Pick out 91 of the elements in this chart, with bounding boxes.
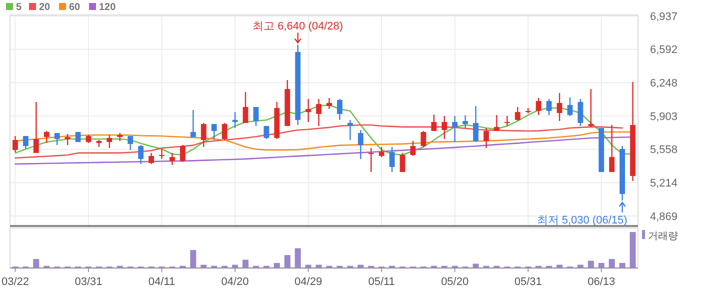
y-tick-label: 6,592 (650, 44, 678, 56)
candlestick (180, 144, 186, 163)
bar (200, 264, 207, 268)
legend-label: 거래량 (648, 231, 678, 242)
y-tick-label: 6,248 (650, 77, 678, 90)
bar (316, 264, 322, 268)
candlestick (484, 127, 489, 149)
bar (608, 259, 615, 268)
x-tick-label: 06/13 (588, 276, 616, 288)
bar (190, 250, 196, 268)
legend-label: 5 (16, 2, 22, 13)
x-tick-label: 04/11 (148, 276, 176, 288)
candlestick (420, 130, 426, 148)
legend-label: 120 (99, 2, 116, 13)
y-tick-label: 4,869 (650, 210, 678, 223)
candlestick (494, 114, 500, 132)
x-tick-label: 03/31 (74, 276, 102, 288)
candlestick (106, 134, 112, 149)
legend-label: 20 (39, 2, 51, 13)
candlestick (326, 97, 332, 110)
y-tick-label: 5,558 (650, 144, 678, 156)
candlestick (400, 152, 406, 173)
candlestick (222, 122, 228, 141)
candlestick (190, 109, 196, 138)
bar (556, 264, 562, 268)
x-tick-label: 05/31 (514, 276, 542, 288)
candlestick (546, 98, 552, 116)
candlestick (431, 114, 437, 132)
candlestick (556, 92, 562, 122)
candlestick (242, 91, 248, 124)
bar (598, 262, 604, 268)
candlestick (64, 133, 70, 146)
bar (619, 262, 626, 268)
candlestick (473, 105, 478, 143)
bar (588, 260, 594, 268)
bar (242, 260, 248, 268)
x-tick-label: 05/20 (441, 276, 469, 288)
legend-label: 60 (69, 2, 81, 13)
candlestick (23, 135, 28, 150)
candlestick (12, 135, 18, 153)
candlestick (578, 98, 584, 127)
bar (305, 264, 312, 268)
candlestick (148, 152, 154, 165)
candlestick (33, 101, 39, 154)
candlestick (514, 106, 520, 122)
candlestick (442, 115, 448, 140)
candlestick (378, 146, 384, 158)
candlestick (452, 115, 458, 143)
candlestick (347, 119, 353, 141)
candlestick (609, 124, 615, 173)
candlestick (54, 132, 60, 146)
candlestick (159, 148, 164, 160)
candlestick (44, 130, 50, 144)
bar (33, 259, 40, 268)
candlestick (128, 135, 134, 151)
candlestick (211, 123, 217, 141)
bar (630, 232, 636, 268)
candlestick (264, 125, 270, 140)
candlestick (462, 114, 468, 129)
x-tick-label: 03/22 (1, 276, 29, 288)
annotation: 최저 5,030 (06/15) (536, 214, 628, 226)
x-tick-label: 05/11 (368, 276, 395, 288)
candlestick (337, 98, 342, 121)
candlestick (536, 97, 542, 116)
candlestick (316, 98, 322, 127)
y-tick-label: 5,903 (650, 110, 678, 123)
bar (294, 248, 301, 268)
candlestick (232, 111, 238, 129)
candlestick (253, 106, 259, 127)
y-tick-label: 6,937 (650, 10, 678, 23)
bar (284, 255, 290, 268)
candlestick (200, 122, 206, 148)
candlestick (588, 88, 594, 128)
candlestick (504, 115, 510, 127)
candlestick (567, 96, 573, 117)
candlestick (358, 129, 364, 160)
bar (358, 264, 364, 268)
bar (274, 262, 280, 268)
bar (577, 264, 584, 268)
y-tick-label: 5,214 (650, 178, 678, 190)
candlestick (170, 152, 175, 166)
bar (472, 264, 479, 268)
annotation: 최고 6,640 (04/28) (252, 20, 344, 33)
candlestick (306, 98, 311, 123)
x-tick-label: 04/20 (221, 276, 249, 288)
bar (232, 264, 238, 268)
candlestick (138, 144, 144, 165)
candlestick (389, 146, 395, 173)
x-tick-label: 04/29 (294, 276, 322, 288)
candlestick (368, 147, 374, 173)
candlestick (410, 140, 416, 157)
